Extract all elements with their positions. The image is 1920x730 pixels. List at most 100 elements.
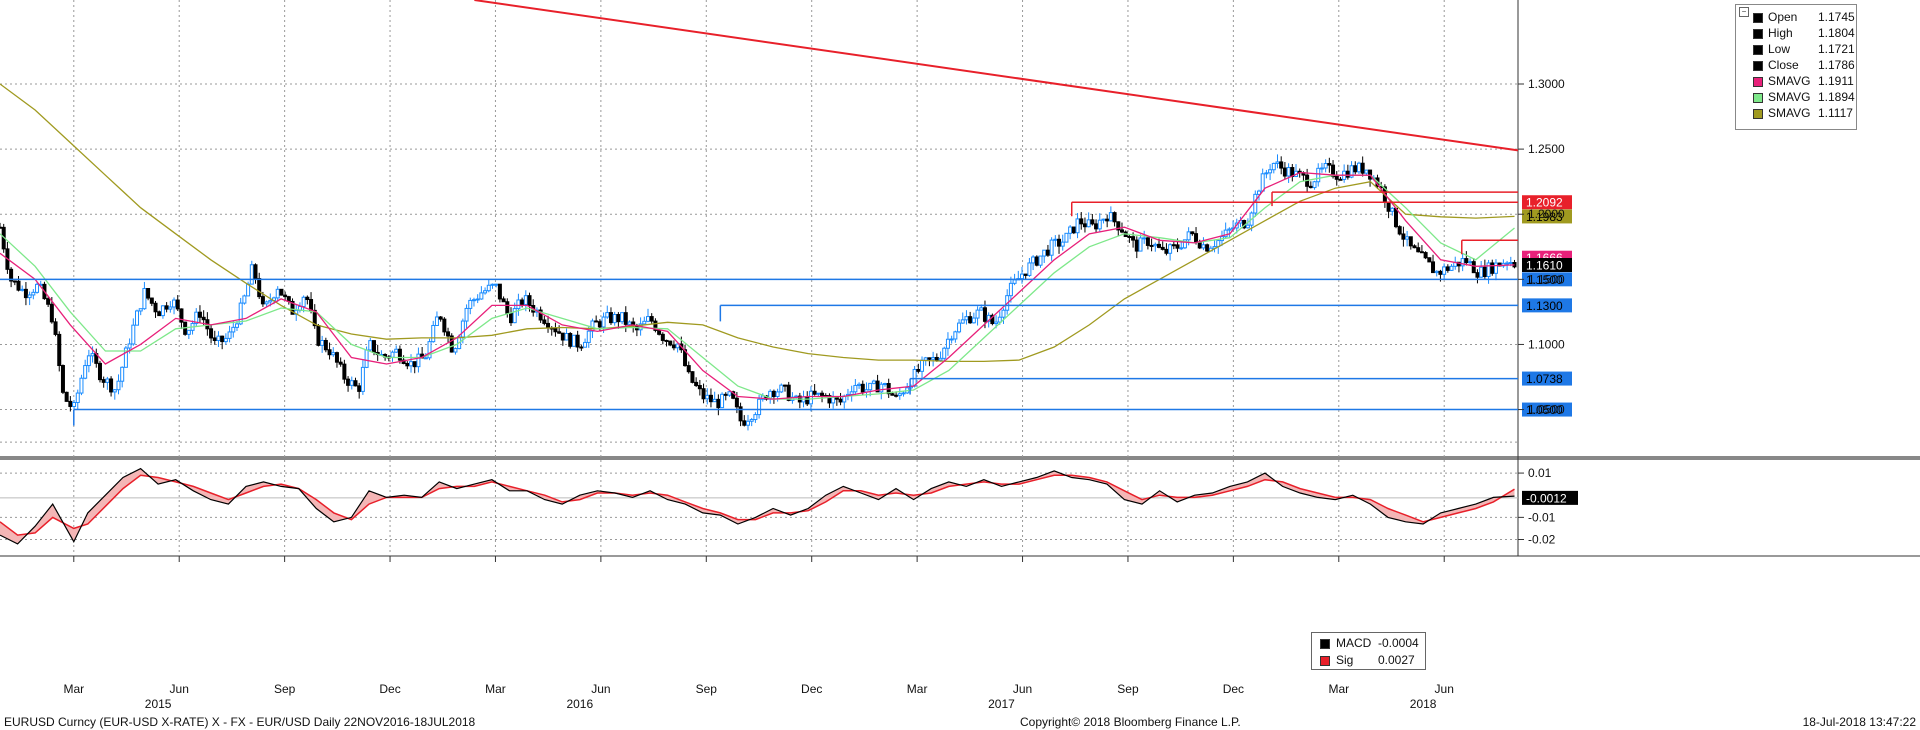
legend-value: 1.1804	[1818, 26, 1855, 40]
candle-body	[12, 280, 17, 283]
candle-body	[312, 309, 317, 327]
support-tag-bg	[1522, 298, 1572, 313]
candle-body	[583, 341, 588, 348]
candle-body	[334, 352, 339, 363]
candle-body	[1319, 167, 1324, 170]
candle-body	[131, 324, 136, 345]
sma-slow-line	[0, 83, 1515, 363]
candle-body	[646, 316, 651, 322]
candle-body	[868, 382, 873, 391]
macd-legend-label: MACD	[1336, 636, 1372, 650]
candle-body	[442, 318, 447, 333]
macd-legend-label: Sig	[1336, 653, 1354, 667]
legend-collapse-icon[interactable]: −	[1739, 7, 1749, 17]
candle-body	[734, 397, 739, 408]
macd-fill	[0, 468, 1515, 544]
candle-body	[620, 312, 625, 323]
candle-body	[590, 320, 595, 332]
month-tick-label: Jun	[170, 682, 189, 696]
month-tick-label: Mar	[63, 682, 84, 696]
candle-body	[971, 317, 976, 324]
candle-body	[1442, 266, 1447, 275]
candle-body	[490, 283, 495, 286]
candle-body	[446, 331, 451, 337]
candle-body	[264, 301, 269, 305]
candle-body	[831, 396, 836, 404]
candle-body	[1416, 247, 1421, 253]
candle-body	[1445, 266, 1450, 271]
candle-body	[57, 333, 62, 367]
candle-body	[1390, 207, 1395, 212]
support-tag-bg	[1522, 272, 1572, 287]
candle-body	[1245, 224, 1250, 229]
candle-body	[323, 339, 328, 351]
legend-label: Open	[1768, 10, 1798, 24]
month-tick-label: Mar	[1328, 682, 1349, 696]
candle-body	[149, 297, 154, 304]
candle-body	[1201, 244, 1206, 249]
candle-body	[1071, 226, 1076, 234]
candle-body	[808, 390, 813, 405]
candle-body	[538, 309, 543, 321]
candle-body	[1112, 212, 1117, 223]
candle-body	[1471, 261, 1476, 274]
candle-body	[35, 283, 40, 293]
macd-legend-value: 0.0027	[1378, 653, 1415, 667]
candle-body	[1157, 243, 1162, 248]
candle-body	[438, 316, 443, 320]
candle-body	[542, 319, 547, 324]
candle-body	[827, 395, 832, 404]
legend-row: SMAVG 1.1117	[1736, 105, 1856, 121]
candle-body	[197, 311, 202, 318]
month-tick-label: Sep	[274, 682, 296, 696]
candle-body	[923, 357, 928, 361]
candle-body	[720, 393, 725, 409]
candle-body	[871, 380, 876, 384]
month-tick-label: Dec	[1223, 682, 1244, 696]
candle-body	[223, 337, 228, 343]
candle-body	[1149, 244, 1154, 247]
legend-swatch	[1753, 109, 1763, 119]
macd-legend-row: Sig 0.0027	[1312, 652, 1425, 669]
candle-body	[1434, 270, 1439, 274]
signal-line	[0, 474, 1515, 536]
candle-body	[982, 307, 987, 322]
candle-body	[1279, 161, 1284, 169]
candle-body	[9, 268, 14, 282]
candle-body	[505, 301, 510, 314]
candle-body	[216, 335, 221, 342]
candle-body	[1042, 249, 1047, 257]
candle-body	[1105, 218, 1110, 222]
candle-body	[160, 305, 165, 317]
candle-body	[253, 264, 258, 280]
candle-body	[509, 312, 514, 324]
candle-body	[1334, 176, 1339, 180]
candle-body	[623, 312, 628, 325]
candle-body	[1405, 236, 1410, 240]
legend-row: Close 1.1786	[1736, 57, 1856, 73]
candle-body	[1412, 245, 1417, 249]
candle-body	[1338, 178, 1343, 181]
candle-body	[1431, 261, 1436, 274]
candle-body	[1108, 212, 1113, 222]
legend-swatch	[1753, 45, 1763, 55]
candle-body	[1286, 167, 1291, 177]
candle-body	[79, 377, 84, 394]
month-tick-label: Sep	[1117, 682, 1139, 696]
candle-body	[753, 414, 758, 421]
candle-body	[46, 298, 51, 305]
candle-body	[694, 381, 699, 387]
candle-body	[890, 393, 895, 396]
candle-body	[249, 264, 254, 285]
candle-body	[738, 406, 743, 422]
candle-body	[275, 288, 280, 299]
candle-body	[771, 390, 776, 397]
month-tick-label: Dec	[379, 682, 400, 696]
legend-swatch	[1753, 77, 1763, 87]
candle-body	[175, 299, 180, 310]
candle-body	[290, 300, 295, 315]
candle-body	[1419, 251, 1424, 254]
legend-label: SMAVG	[1768, 106, 1811, 120]
instrument-description: EURUSD Curncy (EUR-USD X-RATE) X - FX - …	[4, 715, 476, 729]
